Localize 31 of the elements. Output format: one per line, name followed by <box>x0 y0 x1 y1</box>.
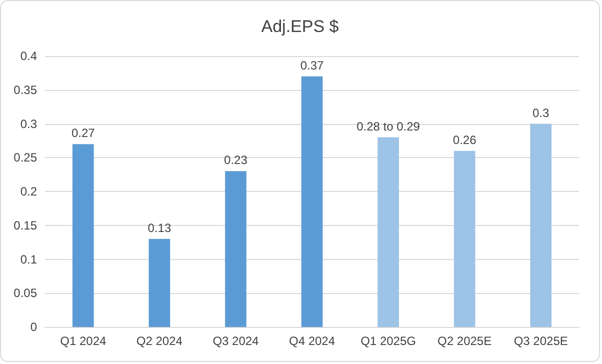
data-label: 0.26 <box>452 132 477 147</box>
x-tick-label: Q2 2024 <box>136 334 183 348</box>
y-tick-label: 0.4 <box>20 49 38 63</box>
x-tick-label: Q1 2025G <box>360 334 416 348</box>
data-label: 0.23 <box>224 153 248 168</box>
bar <box>530 124 552 327</box>
data-label: 0.28 to 0.29 <box>356 119 420 134</box>
data-label: 0.27 <box>71 126 96 140</box>
y-tick-label: 0.1 <box>20 252 38 266</box>
bar <box>148 238 170 327</box>
bar <box>301 76 323 327</box>
x-tick-label: Q3 2025E <box>514 334 568 348</box>
chart-title: Adj.EPS $ <box>261 17 340 36</box>
x-tick-label: Q4 2024 <box>288 334 336 348</box>
y-tick-label: 0.15 <box>14 218 38 232</box>
y-tick-label: 0 <box>30 320 38 334</box>
y-tick-label: 0.35 <box>14 82 38 97</box>
y-tick-label: 0.05 <box>14 286 38 300</box>
x-tick-label: Q2 2025E <box>438 334 492 348</box>
x-tick-label: Q1 2024 <box>60 334 106 348</box>
data-label: 0.13 <box>148 220 172 235</box>
bar <box>378 137 399 327</box>
bar <box>454 150 476 327</box>
bar <box>72 144 94 327</box>
data-label: 0.37 <box>300 58 324 72</box>
data-label: 0.3 <box>532 106 550 120</box>
y-tick-label: 0.3 <box>20 116 38 131</box>
y-tick-label: 0.2 <box>20 184 38 198</box>
x-tick-label: Q3 2024 <box>212 334 260 348</box>
bar <box>225 171 246 327</box>
y-tick-label: 0.25 <box>14 150 38 165</box>
